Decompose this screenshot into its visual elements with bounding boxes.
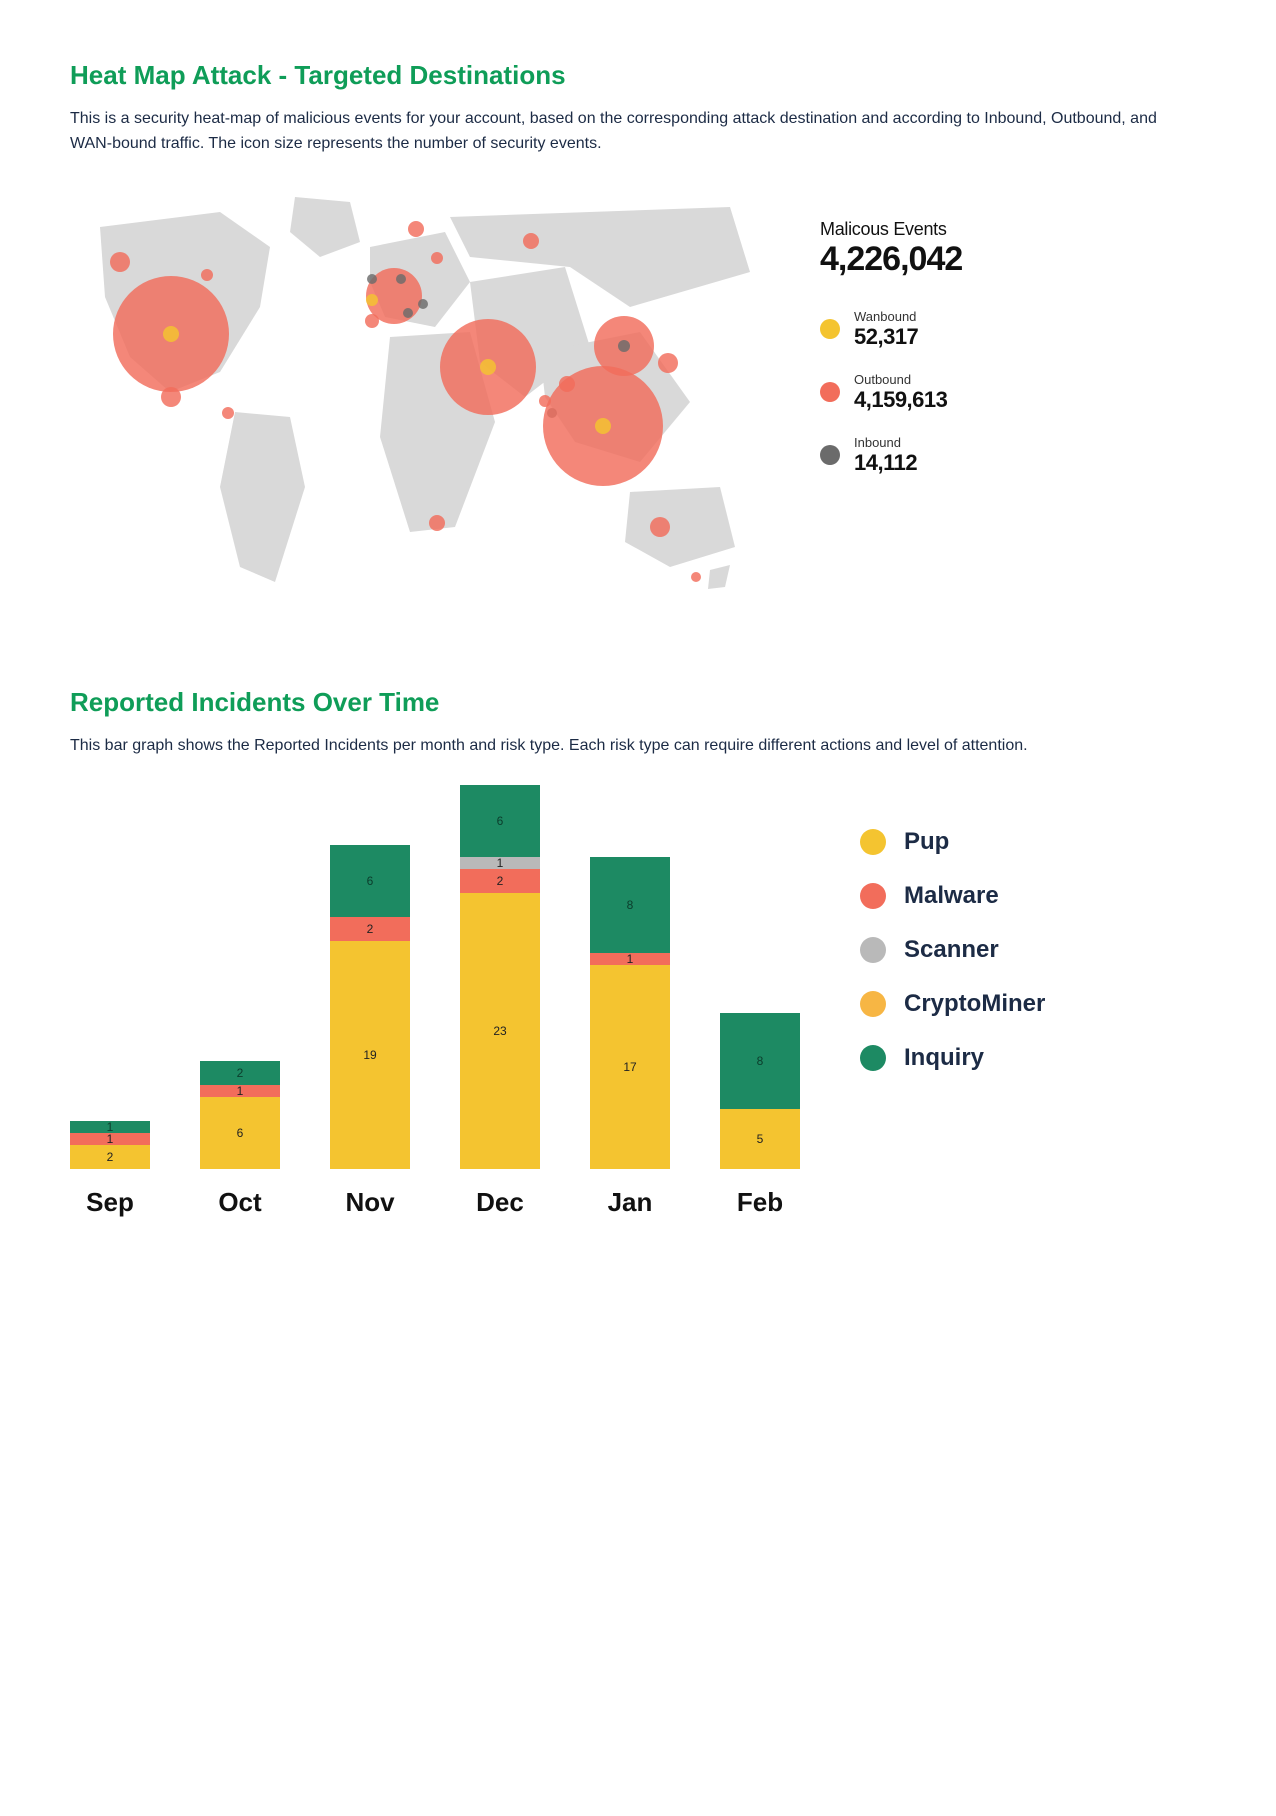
map-bubble: [691, 572, 701, 582]
map-bubble: [163, 326, 179, 342]
bar-legend-label: Inquiry: [904, 1044, 984, 1072]
heatmap-description: This is a security heat-map of malicious…: [70, 107, 1170, 157]
map-bubble: [161, 387, 181, 407]
map-bubble: [650, 517, 670, 537]
map-bubble: [201, 269, 213, 281]
bar-legend-label: Malware: [904, 882, 999, 910]
legend-row-inbound: Inbound14,112: [820, 435, 962, 476]
bar-column-nov: 1926 Nov: [330, 845, 410, 1218]
legend-dot: [820, 382, 840, 402]
bar-legend-row-scanner: Scanner: [860, 936, 1045, 964]
legend-value: 52,317: [854, 324, 918, 350]
legend-label: Outbound: [854, 372, 947, 387]
bar-legend-row-malware: Malware: [860, 882, 1045, 910]
bar-legend-row-pup: Pup: [860, 828, 1045, 856]
heatmap-body: Malicous Events 4,226,042 Wanbound52,317…: [70, 187, 1206, 607]
barchart-bars: 211Sep612Oct1926Nov23216Dec1718Jan58Feb: [70, 788, 800, 1218]
heatmap-legend: Wanbound52,317 Outbound4,159,613 Inbound14…: [820, 309, 962, 476]
bar-segment-scanner: 1: [460, 857, 540, 869]
map-bubble: [367, 274, 377, 284]
legend-dot: [820, 445, 840, 465]
total-events-value: 4,226,042: [820, 240, 962, 279]
bar-category-label: Sep: [86, 1187, 134, 1218]
bar-segment-pup: 23: [460, 893, 540, 1169]
bar-legend-dot: [860, 829, 886, 855]
legend-row-wanbound: Wanbound52,317: [820, 309, 962, 350]
bar-segment-malware: 2: [460, 869, 540, 893]
bar-stack: 1926: [330, 845, 410, 1169]
bar-stack: 211: [70, 1121, 150, 1169]
bar-column-dec: 23216 Dec: [460, 785, 540, 1218]
barchart-title: Reported Incidents Over Time: [70, 687, 1206, 718]
heatmap-section: Heat Map Attack - Targeted Destinations …: [70, 60, 1206, 607]
bar-stack: 23216: [460, 785, 540, 1169]
legend-dot: [820, 319, 840, 339]
map-bubble: [222, 407, 234, 419]
map-bubble: [418, 299, 428, 309]
bar-segment-inquiry: 6: [330, 845, 410, 917]
legend-label: Wanbound: [854, 309, 918, 324]
bar-segment-pup: 2: [70, 1145, 150, 1169]
bar-column-sep: 211 Sep: [70, 1121, 150, 1218]
bar-segment-malware: 1: [70, 1133, 150, 1145]
world-map: [70, 187, 790, 607]
total-events-label: Malicous Events: [820, 219, 962, 240]
bar-legend-dot: [860, 937, 886, 963]
bar-column-jan: 1718 Jan: [590, 857, 670, 1218]
map-bubble: [396, 274, 406, 284]
bar-legend-dot: [860, 991, 886, 1017]
map-bubble: [658, 353, 678, 373]
barchart-section: Reported Incidents Over Time This bar gr…: [70, 687, 1206, 1219]
bar-category-label: Nov: [345, 1187, 394, 1218]
bar-segment-malware: 2: [330, 917, 410, 941]
map-bubble: [365, 314, 379, 328]
map-bubble: [595, 418, 611, 434]
bar-legend-label: Scanner: [904, 936, 999, 964]
map-bubble: [110, 252, 130, 272]
bar-category-label: Dec: [476, 1187, 524, 1218]
bar-segment-inquiry: 8: [590, 857, 670, 953]
map-bubble: [403, 308, 413, 318]
legend-value: 14,112: [854, 450, 917, 476]
bar-legend-label: CryptoMiner: [904, 990, 1045, 1018]
map-bubble: [480, 359, 496, 375]
bar-segment-malware: 1: [590, 953, 670, 965]
bar-legend-label: Pup: [904, 828, 949, 856]
bar-category-label: Jan: [608, 1187, 653, 1218]
barchart-legend: Pup Malware Scanner CryptoMiner Inquiry: [860, 788, 1045, 1098]
barchart-body: 211Sep612Oct1926Nov23216Dec1718Jan58Feb …: [70, 788, 1206, 1218]
bar-legend-row-inquiry: Inquiry: [860, 1044, 1045, 1072]
bar-segment-pup: 17: [590, 965, 670, 1169]
bar-segment-inquiry: 6: [460, 785, 540, 857]
legend-value: 4,159,613: [854, 387, 947, 413]
legend-label: Inbound: [854, 435, 917, 450]
bar-stack: 612: [200, 1061, 280, 1169]
bar-segment-inquiry: 2: [200, 1061, 280, 1085]
heatmap-stats: Malicous Events 4,226,042 Wanbound52,317…: [820, 187, 962, 498]
map-bubble: [366, 294, 378, 306]
map-bubble: [431, 252, 443, 264]
map-bubble: [618, 340, 630, 352]
bar-segment-inquiry: 8: [720, 1013, 800, 1109]
bar-legend-dot: [860, 883, 886, 909]
heatmap-title: Heat Map Attack - Targeted Destinations: [70, 60, 1206, 91]
bar-column-feb: 58 Feb: [720, 1013, 800, 1218]
bar-column-oct: 612 Oct: [200, 1061, 280, 1218]
bar-legend-dot: [860, 1045, 886, 1071]
bar-category-label: Oct: [218, 1187, 261, 1218]
map-bubble: [429, 515, 445, 531]
bar-stack: 58: [720, 1013, 800, 1169]
bar-segment-pup: 5: [720, 1109, 800, 1169]
bar-segment-pup: 6: [200, 1097, 280, 1169]
barchart-description: This bar graph shows the Reported Incide…: [70, 734, 1170, 759]
bar-segment-malware: 1: [200, 1085, 280, 1097]
bar-legend-row-cryptominer: CryptoMiner: [860, 990, 1045, 1018]
legend-row-outbound: Outbound4,159,613: [820, 372, 962, 413]
bar-segment-pup: 19: [330, 941, 410, 1169]
map-bubble: [408, 221, 424, 237]
bar-category-label: Feb: [737, 1187, 783, 1218]
bar-stack: 1718: [590, 857, 670, 1169]
map-bubble: [523, 233, 539, 249]
